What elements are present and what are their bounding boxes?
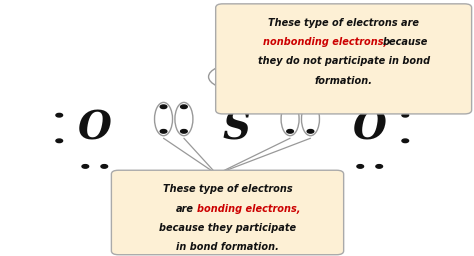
Text: they do not participate in bond: they do not participate in bond: [257, 56, 430, 67]
Text: O: O: [353, 109, 387, 147]
Circle shape: [287, 130, 293, 133]
Circle shape: [181, 105, 187, 109]
Circle shape: [181, 130, 187, 133]
Text: because they participate: because they participate: [159, 223, 296, 233]
Text: These type of electrons are: These type of electrons are: [268, 18, 419, 28]
Text: O: O: [78, 109, 112, 147]
Circle shape: [82, 165, 89, 168]
Text: because: because: [383, 37, 428, 47]
Text: S: S: [223, 109, 251, 147]
Circle shape: [101, 165, 108, 168]
Circle shape: [307, 105, 314, 109]
Circle shape: [287, 105, 293, 109]
Circle shape: [160, 130, 167, 133]
Circle shape: [160, 105, 167, 109]
Text: nonbonding electrons,: nonbonding electrons,: [263, 37, 387, 47]
FancyBboxPatch shape: [111, 170, 344, 255]
Text: in bond formation.: in bond formation.: [176, 242, 279, 252]
Circle shape: [56, 113, 63, 117]
Circle shape: [402, 113, 409, 117]
Circle shape: [357, 165, 364, 168]
Circle shape: [56, 139, 63, 143]
Circle shape: [402, 139, 409, 143]
Text: These type of electrons: These type of electrons: [163, 184, 292, 195]
Circle shape: [307, 130, 314, 133]
Text: are: are: [176, 204, 194, 214]
Circle shape: [223, 75, 230, 79]
FancyBboxPatch shape: [216, 4, 472, 114]
Text: bonding electrons,: bonding electrons,: [197, 204, 301, 214]
Circle shape: [244, 75, 251, 79]
Text: formation.: formation.: [315, 76, 373, 86]
Circle shape: [376, 165, 383, 168]
